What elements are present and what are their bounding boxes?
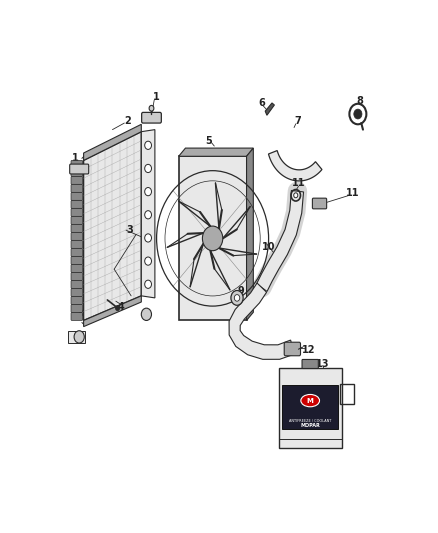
Polygon shape xyxy=(179,148,253,156)
FancyBboxPatch shape xyxy=(71,232,83,240)
Circle shape xyxy=(145,257,152,265)
Circle shape xyxy=(202,226,223,251)
FancyBboxPatch shape xyxy=(71,184,83,192)
Text: ANTIFREEZE / COOLANT: ANTIFREEZE / COOLANT xyxy=(289,419,332,423)
Text: 7: 7 xyxy=(294,116,301,126)
FancyBboxPatch shape xyxy=(71,176,83,184)
Text: 11: 11 xyxy=(293,178,306,188)
Text: 4: 4 xyxy=(117,302,124,312)
FancyBboxPatch shape xyxy=(71,224,83,232)
FancyBboxPatch shape xyxy=(71,240,83,248)
Polygon shape xyxy=(84,296,141,327)
FancyBboxPatch shape xyxy=(71,168,83,176)
Text: 1: 1 xyxy=(72,154,78,163)
Circle shape xyxy=(145,188,152,196)
Text: 12: 12 xyxy=(302,345,315,356)
Text: 3: 3 xyxy=(77,309,84,319)
FancyBboxPatch shape xyxy=(279,368,342,448)
Text: 3: 3 xyxy=(126,225,133,235)
Polygon shape xyxy=(247,148,253,320)
FancyBboxPatch shape xyxy=(71,272,83,280)
FancyBboxPatch shape xyxy=(71,208,83,216)
Circle shape xyxy=(234,295,240,301)
Circle shape xyxy=(149,106,154,111)
Circle shape xyxy=(145,211,152,219)
FancyBboxPatch shape xyxy=(71,264,83,272)
Circle shape xyxy=(74,330,84,343)
Ellipse shape xyxy=(301,394,320,407)
FancyBboxPatch shape xyxy=(282,385,338,429)
FancyBboxPatch shape xyxy=(71,192,83,200)
Polygon shape xyxy=(179,156,247,320)
Text: 10: 10 xyxy=(262,241,276,252)
FancyBboxPatch shape xyxy=(71,312,83,320)
Text: 8: 8 xyxy=(357,96,364,106)
Polygon shape xyxy=(84,124,141,160)
Circle shape xyxy=(145,234,152,242)
Circle shape xyxy=(145,280,152,288)
Text: 11: 11 xyxy=(346,188,360,198)
Text: 1: 1 xyxy=(153,92,160,102)
FancyBboxPatch shape xyxy=(71,288,83,296)
Polygon shape xyxy=(68,330,85,343)
Circle shape xyxy=(141,308,152,320)
Polygon shape xyxy=(84,132,141,320)
FancyBboxPatch shape xyxy=(71,256,83,264)
FancyBboxPatch shape xyxy=(71,280,83,288)
FancyBboxPatch shape xyxy=(141,112,161,123)
Polygon shape xyxy=(257,190,304,292)
Text: 2: 2 xyxy=(124,116,131,126)
FancyBboxPatch shape xyxy=(71,248,83,256)
FancyBboxPatch shape xyxy=(312,198,327,209)
FancyBboxPatch shape xyxy=(71,200,83,208)
Polygon shape xyxy=(268,150,322,181)
FancyBboxPatch shape xyxy=(70,164,88,174)
Circle shape xyxy=(145,141,152,149)
FancyBboxPatch shape xyxy=(71,216,83,224)
Text: 6: 6 xyxy=(258,98,265,108)
FancyBboxPatch shape xyxy=(71,304,83,312)
Text: M: M xyxy=(307,398,314,403)
Circle shape xyxy=(354,109,362,119)
Text: 13: 13 xyxy=(316,359,330,369)
Circle shape xyxy=(294,193,298,198)
Polygon shape xyxy=(265,103,274,115)
FancyBboxPatch shape xyxy=(71,160,83,168)
FancyBboxPatch shape xyxy=(284,342,300,356)
Text: 5: 5 xyxy=(205,136,212,146)
Circle shape xyxy=(116,306,120,311)
FancyBboxPatch shape xyxy=(71,296,83,304)
Text: MOPAR: MOPAR xyxy=(300,423,320,427)
FancyBboxPatch shape xyxy=(302,359,318,368)
Circle shape xyxy=(231,290,243,305)
Polygon shape xyxy=(251,269,279,312)
Polygon shape xyxy=(141,130,155,298)
Text: 9: 9 xyxy=(237,286,244,295)
Polygon shape xyxy=(229,283,294,359)
Circle shape xyxy=(145,164,152,173)
